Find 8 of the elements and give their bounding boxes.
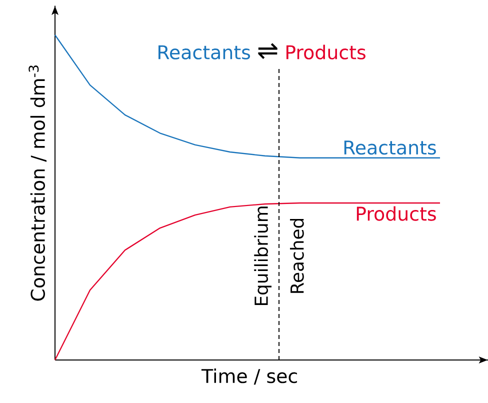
annotation: Equilibrium Reached [254, 206, 304, 306]
annotation: ⇌ [258, 43, 278, 59]
annotation: Reactants [158, 45, 250, 60]
series-label: Products [356, 206, 436, 221]
series-label: Reactants [344, 140, 436, 155]
x-axis-title: Time / sec [201, 368, 297, 385]
y-axis-title: Concentration / mol dm$^{-3}$ [28, 66, 46, 301]
annotation: Products [286, 44, 366, 60]
